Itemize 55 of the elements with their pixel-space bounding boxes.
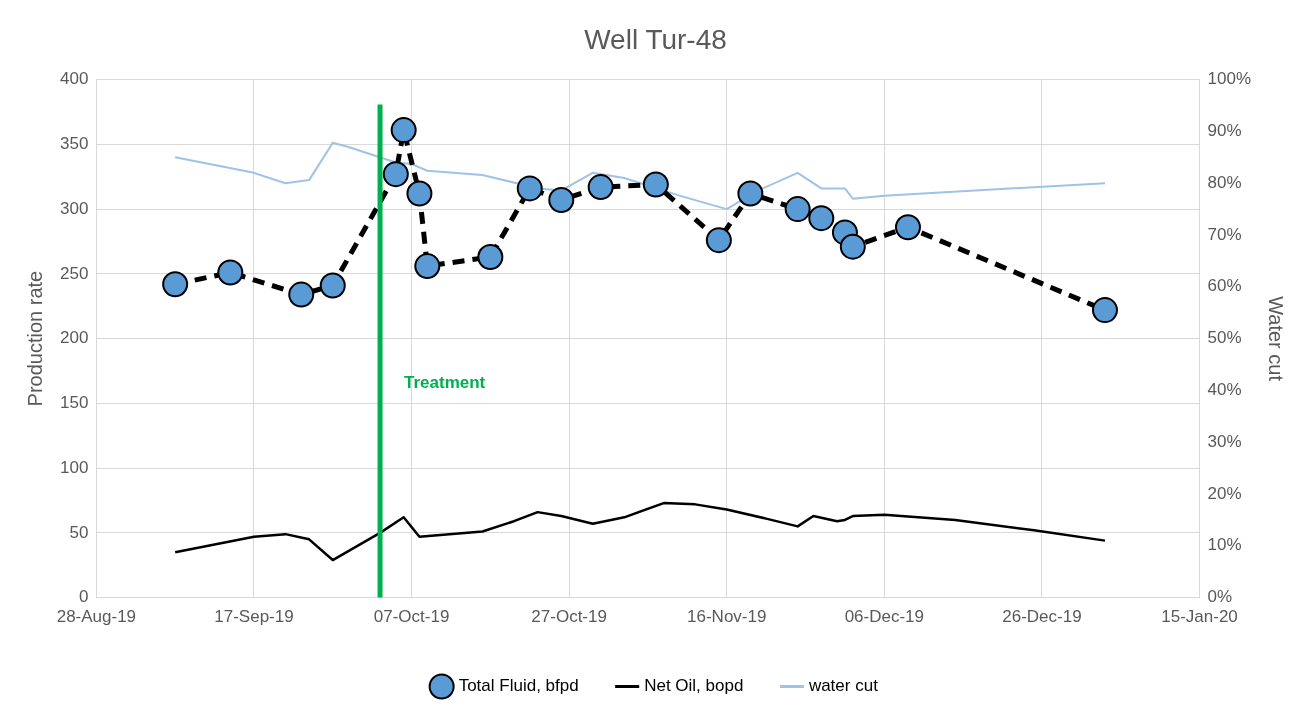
y-axis-title: Production rate	[23, 270, 46, 407]
x-tick-label: 07-Oct-19	[373, 607, 450, 627]
point	[894, 214, 921, 241]
point	[705, 227, 732, 254]
x-tick-label: 27-Oct-19	[531, 607, 607, 627]
y-tick-label: 150	[59, 393, 89, 413]
point	[839, 233, 866, 260]
point	[477, 244, 504, 271]
x-tick-label: 17-Sep-19	[214, 607, 294, 627]
y-tick-label: 0	[78, 587, 89, 607]
y2-tick-label: 50%	[1207, 328, 1242, 348]
point	[390, 117, 417, 144]
ref-line-label: Treatment	[404, 373, 486, 393]
y2-tick-label: 90%	[1207, 121, 1242, 141]
x-tick-label: 16-Nov-19	[687, 607, 767, 627]
point	[642, 171, 669, 198]
y2-tick-label: 60%	[1207, 276, 1242, 296]
y2-axis-title: Water cut	[1265, 296, 1288, 382]
x-tick-label: 26-Dec-19	[1002, 607, 1082, 627]
point	[406, 180, 433, 207]
y2-tick-label: 80%	[1207, 172, 1242, 192]
y2-tick-label: 10%	[1207, 535, 1242, 555]
point	[548, 187, 575, 214]
x-tick-label: 06-Dec-19	[844, 607, 925, 627]
y-tick-label: 100	[59, 457, 89, 477]
y-tick-label: 50	[69, 522, 89, 542]
y-tick-label: 250	[59, 263, 89, 283]
point	[414, 253, 441, 280]
point	[288, 281, 315, 308]
y-tick-label: 200	[59, 328, 89, 348]
y2-tick-label: 30%	[1207, 431, 1242, 451]
legend-label: Total Fluid, bfpd	[458, 676, 579, 696]
y2-tick-label: 0%	[1207, 587, 1233, 607]
y-tick-label: 350	[59, 134, 89, 154]
y2-tick-label: 20%	[1207, 483, 1242, 503]
x-tick-label: 28-Aug-19	[56, 607, 137, 627]
point	[516, 175, 543, 202]
point	[1091, 297, 1118, 324]
legend-label: water cut	[807, 676, 879, 696]
y2-tick-label: 70%	[1207, 224, 1242, 244]
y-tick-label: 300	[59, 198, 89, 218]
y-tick-label: 400	[59, 69, 89, 89]
point	[217, 259, 244, 286]
y2-tick-label: 40%	[1207, 380, 1242, 400]
point	[162, 271, 189, 298]
point	[587, 174, 614, 201]
point	[319, 272, 346, 299]
point	[784, 196, 811, 223]
point	[737, 180, 764, 207]
legend-label: Net Oil, bopd	[644, 676, 744, 696]
point	[382, 161, 409, 188]
chart-title: Well Tur-48	[584, 23, 727, 55]
x-tick-label: 15-Jan-20	[1161, 607, 1238, 627]
point	[808, 205, 835, 232]
y2-tick-label: 100%	[1207, 69, 1251, 89]
